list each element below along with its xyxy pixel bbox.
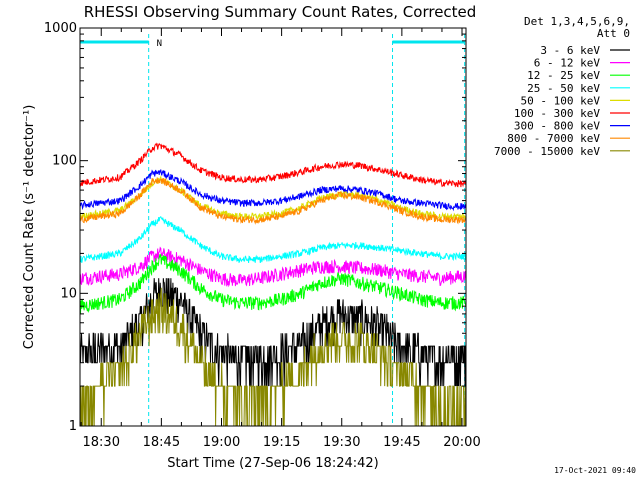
series-line: [80, 253, 466, 314]
x-axis-label: Start Time (27-Sep-06 18:24:42): [167, 456, 378, 471]
x-tick-label: 19:45: [383, 435, 420, 450]
series-line: [80, 142, 466, 188]
y-axis: 1 10 100 1000: [44, 21, 466, 434]
legend-entry-label: 50 - 100 keV: [521, 94, 601, 107]
night-label: N: [157, 39, 162, 49]
x-tick-label: 19:30: [323, 435, 360, 450]
series-line: [80, 216, 466, 264]
x-tick-label: 20:00: [443, 435, 480, 450]
legend-entry-label: 25 - 50 keV: [527, 82, 600, 95]
legend-entry-label: 3 - 6 keV: [540, 44, 600, 57]
chart-title: RHESSI Observing Summary Count Rates, Co…: [84, 3, 477, 21]
series-lines: [80, 142, 466, 426]
x-tick-label: 19:15: [263, 435, 300, 450]
plot-frame: [79, 27, 467, 427]
x-tick-label: 18:45: [143, 435, 180, 450]
footer-timestamp: 17-Oct-2021 09:40: [554, 466, 636, 475]
legend-entry-label: 6 - 12 keV: [534, 57, 601, 70]
series-line: [80, 287, 466, 426]
y-tick-label: 1000: [44, 21, 77, 36]
series-line: [80, 169, 466, 212]
legend-entry-label: 100 - 300 keV: [514, 107, 600, 120]
x-tick-label: 19:00: [203, 435, 240, 450]
y-tick-label: 1: [69, 419, 77, 434]
legend-entry-label: 7000 - 15000 keV: [494, 145, 600, 158]
x-tick-label: 18:30: [83, 435, 120, 450]
legend-header-line-1: Det 1,3,4,5,6,9,: [524, 15, 630, 28]
series-line: [80, 177, 466, 225]
series-line: [80, 246, 466, 288]
y-tick-label: 10: [60, 286, 77, 301]
legend-header-line-2: Att 0: [597, 27, 630, 40]
legend-entry-label: 12 - 25 keV: [527, 69, 600, 82]
legend-entry-label: 300 - 800 keV: [514, 120, 600, 133]
x-axis: 18:30 18:45 19:00 19:15 19:30 19:45 20:00: [80, 28, 481, 450]
legend-entry-label: 800 - 7000 keV: [507, 132, 600, 145]
y-tick-label: 100: [52, 154, 77, 169]
y-axis-label: Corrected Count Rate (s⁻¹ detector⁻¹): [22, 105, 37, 350]
